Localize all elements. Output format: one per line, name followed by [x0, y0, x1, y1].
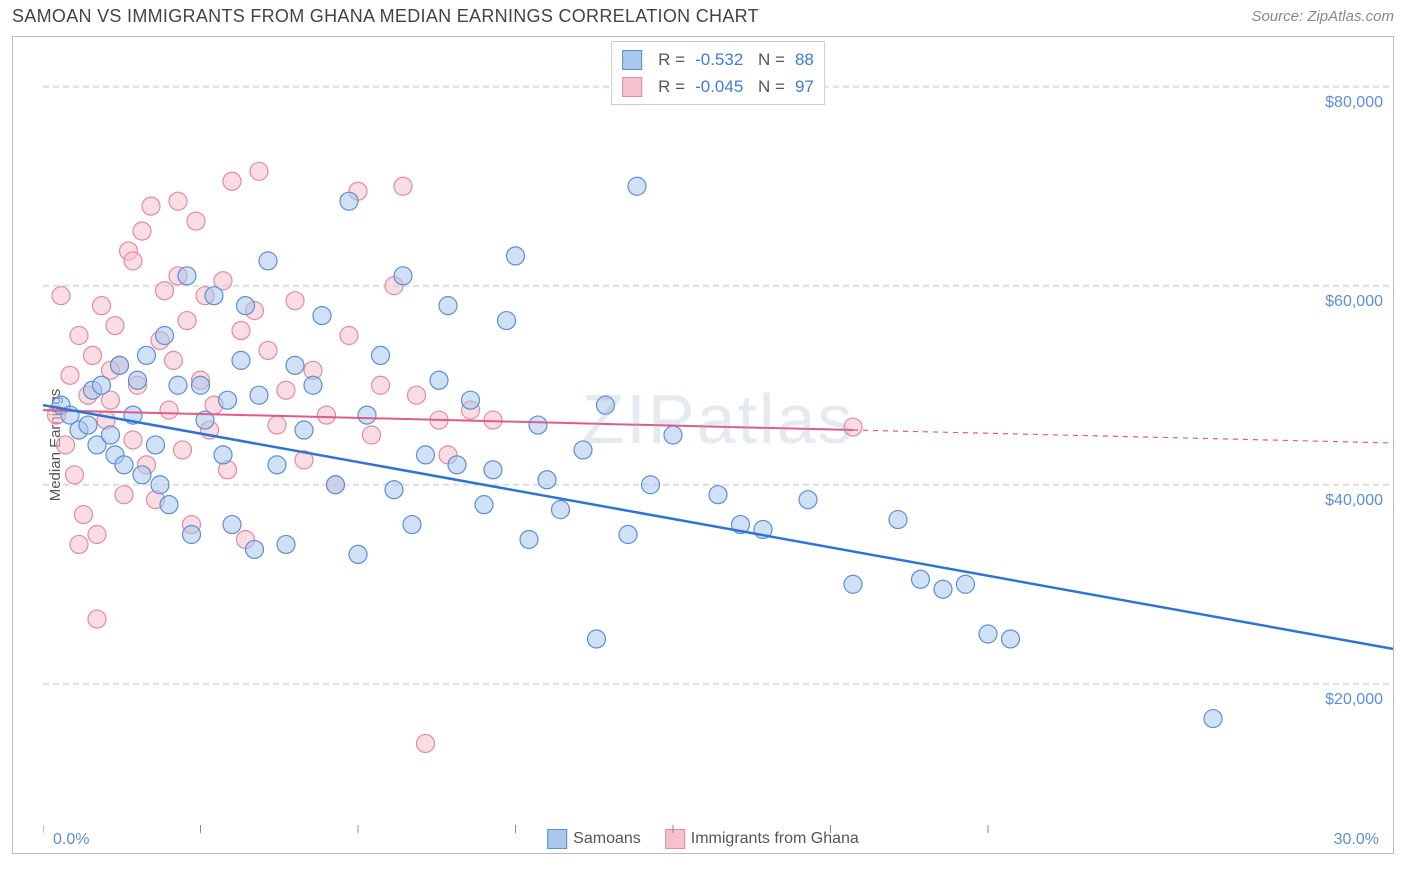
chart-container: Median Earnings ZIPatlas R = -0.532 N = …	[12, 36, 1394, 854]
x-axis-min-label: 0.0%	[53, 831, 89, 849]
legend-r-label: R =	[658, 73, 685, 100]
legend-row-samoans: R = -0.532 N = 88	[622, 46, 814, 73]
legend-r-label: R =	[658, 46, 685, 73]
legend-row-ghana: R = -0.045 N = 97	[622, 73, 814, 100]
chart-header: SAMOAN VS IMMIGRANTS FROM GHANA MEDIAN E…	[0, 0, 1406, 31]
chart-title: SAMOAN VS IMMIGRANTS FROM GHANA MEDIAN E…	[12, 6, 759, 27]
legend-n-label: N =	[753, 73, 785, 100]
correlation-legend: R = -0.532 N = 88 R = -0.045 N = 97	[611, 41, 825, 105]
chart-source: Source: ZipAtlas.com	[1251, 8, 1394, 25]
x-axis-max-label: 30.0%	[1334, 831, 1379, 849]
plot-svg	[43, 37, 1393, 833]
legend-r-value-1: -0.045	[695, 73, 743, 100]
legend-r-value-0: -0.532	[695, 46, 743, 73]
legend-n-value-0: 88	[795, 46, 814, 73]
plot-area: ZIPatlas R = -0.532 N = 88 R = -0.045 N …	[43, 37, 1393, 833]
legend-n-label: N =	[753, 46, 785, 73]
legend-swatch-blue	[622, 50, 642, 70]
legend-n-value-1: 97	[795, 73, 814, 100]
legend-swatch-pink	[622, 77, 642, 97]
